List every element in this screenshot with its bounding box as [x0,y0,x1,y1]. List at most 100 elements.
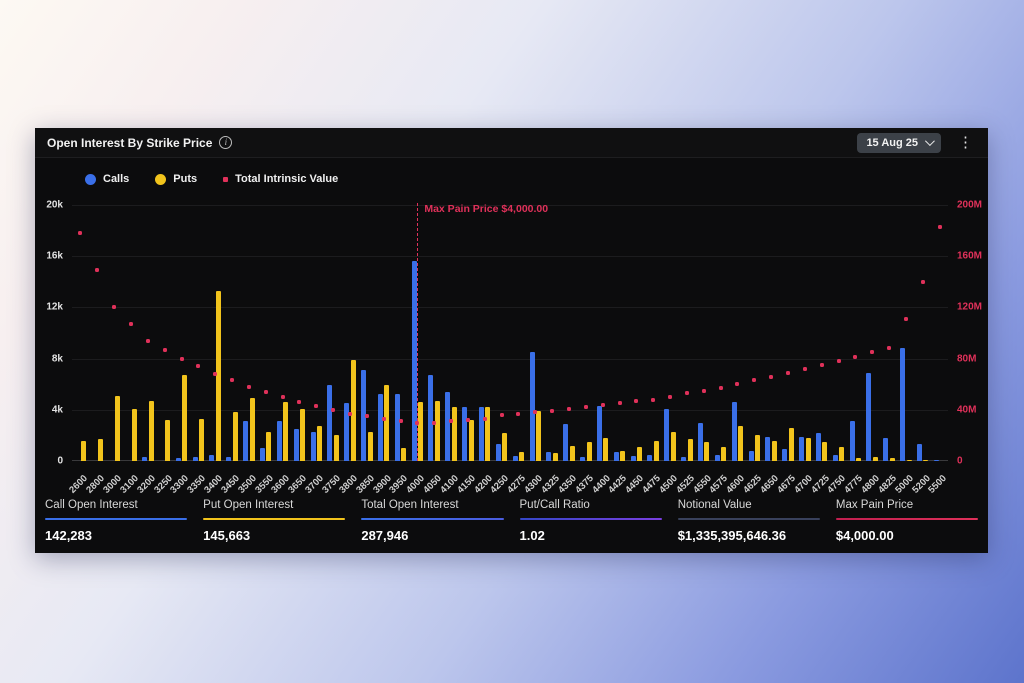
put-bar[interactable] [97,439,103,461]
put-bar[interactable] [165,420,171,461]
call-bar[interactable] [849,421,855,461]
call-bar[interactable] [681,457,687,461]
put-bar[interactable] [367,431,373,461]
put-bar[interactable] [839,446,845,461]
call-bar[interactable] [462,407,468,461]
intrinsic-value-dot[interactable] [735,382,740,387]
intrinsic-value-dot[interactable] [465,418,470,423]
intrinsic-value-dot[interactable] [314,403,319,408]
call-bar[interactable] [529,352,535,461]
intrinsic-value-dot[interactable] [651,397,656,402]
put-bar[interactable] [603,437,609,461]
put-bar[interactable] [906,459,912,461]
put-bar[interactable] [805,437,811,461]
legend-item-calls[interactable]: Calls [85,173,129,185]
intrinsic-value-dot[interactable] [364,414,369,419]
intrinsic-value-dot[interactable] [752,378,757,383]
put-bar[interactable] [872,457,878,461]
intrinsic-value-dot[interactable] [550,409,555,414]
intrinsic-value-dot[interactable] [179,356,184,361]
intrinsic-value-dot[interactable] [432,420,437,425]
call-bar[interactable] [714,454,720,461]
intrinsic-value-dot[interactable] [684,391,689,396]
intrinsic-value-dot[interactable] [668,395,673,399]
call-bar[interactable] [361,370,367,461]
intrinsic-value-dot[interactable] [449,419,454,424]
call-bar[interactable] [192,457,198,461]
intrinsic-value-dot[interactable] [246,384,251,389]
put-bar[interactable] [148,400,154,461]
put-bar[interactable] [350,359,356,461]
intrinsic-value-dot[interactable] [903,316,908,321]
call-bar[interactable] [799,436,805,461]
call-bar[interactable] [243,421,249,461]
call-bar[interactable] [293,429,299,461]
intrinsic-value-dot[interactable] [566,406,571,411]
info-icon[interactable]: i [219,136,233,149]
call-bar[interactable] [142,457,148,461]
call-bar[interactable] [866,372,872,461]
put-bar[interactable] [889,458,895,461]
put-bar[interactable] [586,441,592,461]
put-bar[interactable] [788,427,794,461]
put-bar[interactable] [401,448,407,461]
call-bar[interactable] [377,394,383,461]
call-bar[interactable] [580,457,586,461]
put-bar[interactable] [620,450,626,461]
call-bar[interactable] [933,459,939,461]
put-bar[interactable] [923,459,929,461]
intrinsic-value-dot[interactable] [145,338,150,343]
put-bar[interactable] [502,432,508,461]
intrinsic-value-dot[interactable] [95,268,100,273]
put-bar[interactable] [384,385,390,461]
call-bar[interactable] [209,454,215,461]
call-bar[interactable] [765,436,771,461]
intrinsic-value-dot[interactable] [853,355,858,360]
intrinsic-value-dot[interactable] [112,305,117,310]
call-bar[interactable] [344,403,350,461]
intrinsic-value-dot[interactable] [280,395,285,399]
put-bar[interactable] [569,445,575,461]
intrinsic-value-dot[interactable] [78,231,83,236]
intrinsic-value-dot[interactable] [482,416,487,421]
put-bar[interactable] [316,426,322,461]
put-bar[interactable] [771,440,777,461]
intrinsic-value-dot[interactable] [600,402,605,407]
legend-item-total-intrinsic-value[interactable]: Total Intrinsic Value [223,173,338,185]
put-bar[interactable] [333,435,339,461]
put-bar[interactable] [266,431,272,461]
put-bar[interactable] [249,398,255,461]
call-bar[interactable] [630,455,636,461]
call-bar[interactable] [731,402,737,461]
put-bar[interactable] [687,439,693,461]
call-bar[interactable] [698,422,704,461]
kebab-menu-icon[interactable]: ⋮ [958,134,973,151]
intrinsic-value-dot[interactable] [381,416,386,421]
put-bar[interactable] [822,441,828,461]
call-bar[interactable] [445,391,451,461]
call-bar[interactable] [563,423,569,461]
put-bar[interactable] [114,395,120,461]
put-bar[interactable] [451,407,457,461]
put-bar[interactable] [300,408,306,461]
call-bar[interactable] [327,385,333,461]
call-bar[interactable] [782,449,788,461]
intrinsic-value-dot[interactable] [398,419,403,424]
intrinsic-value-dot[interactable] [331,407,336,412]
intrinsic-value-dot[interactable] [128,322,133,327]
intrinsic-value-dot[interactable] [920,279,925,284]
intrinsic-value-dot[interactable] [802,366,807,371]
call-bar[interactable] [428,375,434,461]
put-bar[interactable] [131,408,137,461]
put-bar[interactable] [418,402,424,461]
call-bar[interactable] [175,458,181,461]
intrinsic-value-dot[interactable] [533,410,538,415]
call-bar[interactable] [260,448,266,461]
expiry-date-selector[interactable]: 15 Aug 25 [857,132,941,153]
put-bar[interactable] [535,411,541,461]
call-bar[interactable] [613,452,619,461]
put-bar[interactable] [738,426,744,461]
call-bar[interactable] [647,454,653,461]
intrinsic-value-dot[interactable] [230,378,235,383]
put-bar[interactable] [485,407,491,461]
